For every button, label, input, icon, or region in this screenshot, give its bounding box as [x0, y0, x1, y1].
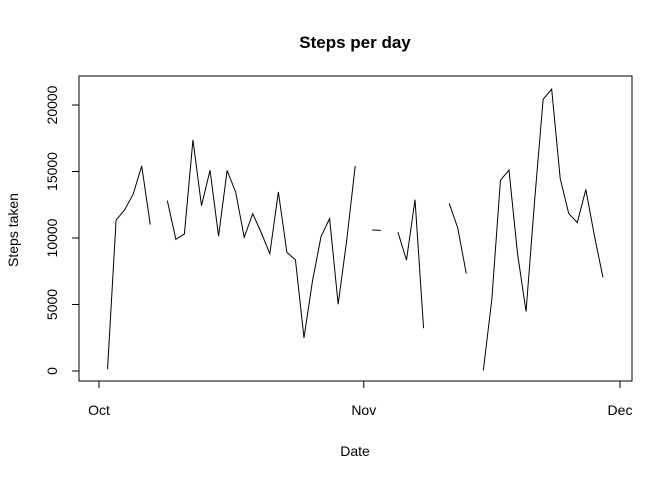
series-line-segment	[166, 139, 356, 338]
y-tick-label: 10000	[44, 218, 60, 257]
y-tick-label: 15000	[44, 152, 60, 191]
x-axis-ticks: Oct Nov Dec	[88, 381, 632, 418]
x-tick-label: Dec	[608, 402, 633, 418]
plot-box	[78, 75, 633, 382]
series-line-segment	[448, 203, 467, 274]
y-axis-ticks: 0 5000 10000 15000 20000	[44, 85, 79, 375]
series-steps	[107, 87, 604, 371]
y-tick-label: 0	[44, 367, 60, 375]
x-tick-label: Oct	[88, 402, 110, 418]
x-axis-label: Date	[340, 443, 370, 459]
chart-title: Steps per day	[299, 33, 411, 52]
y-axis-label: Steps taken	[5, 193, 21, 267]
x-tick-label: Nov	[351, 402, 376, 418]
series-line-segment	[397, 199, 425, 329]
y-tick-label: 20000	[44, 85, 60, 124]
y-tick-label: 5000	[44, 289, 60, 320]
series-line-segment	[482, 87, 604, 371]
series-line-segment	[107, 165, 151, 370]
